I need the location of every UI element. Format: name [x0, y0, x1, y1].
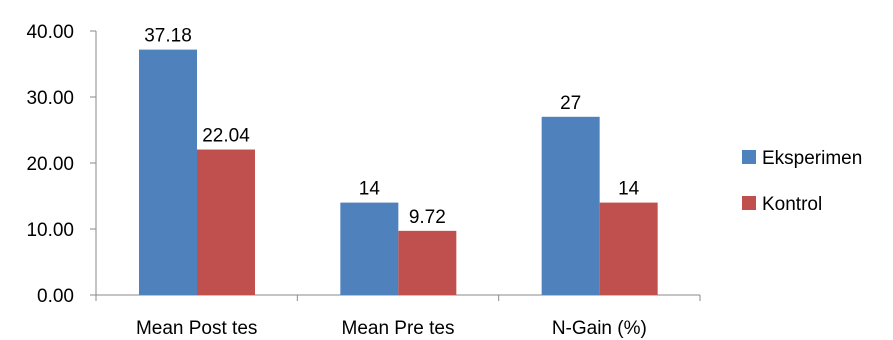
x-axis: Mean Post tes Mean Pre tes N-Gain (%) — [95, 294, 701, 339]
data-labels: 37.18 14 27 22.04 9.72 14 — [144, 26, 639, 228]
legend: Eksperimen Kontrol — [742, 148, 862, 215]
x-category-label: Mean Pre tes — [342, 318, 455, 339]
legend-swatch — [742, 196, 756, 210]
data-label: 14 — [618, 179, 640, 200]
x-category-label: Mean Post tes — [136, 318, 257, 339]
y-tick-label: 0.00 — [37, 286, 74, 307]
data-label: 37.18 — [144, 26, 192, 47]
data-label: 27 — [560, 93, 581, 114]
bar-kontrol-3 — [599, 202, 658, 295]
bar-eksperimen-3 — [541, 116, 600, 295]
bar-eksperimen-2 — [340, 202, 399, 295]
legend-swatch — [742, 150, 756, 164]
data-label: 22.04 — [202, 126, 250, 147]
legend-label: Kontrol — [762, 194, 822, 215]
y-tick-label: 40.00 — [26, 22, 74, 43]
x-category-label: N-Gain (%) — [552, 318, 647, 339]
data-label: 9.72 — [409, 207, 446, 228]
y-tick-label: 10.00 — [26, 220, 74, 241]
bar-eksperimen-1 — [139, 49, 197, 295]
data-label: 14 — [359, 179, 381, 200]
y-tick-label: 30.00 — [26, 88, 74, 109]
legend-label: Eksperimen — [762, 148, 862, 169]
y-axis: 0.00 10.00 20.00 30.00 40.00 — [26, 22, 97, 307]
y-tick-label: 20.00 — [26, 154, 74, 175]
bar-kontrol-2 — [398, 230, 457, 295]
bars — [139, 49, 658, 295]
bar-kontrol-1 — [197, 149, 255, 295]
